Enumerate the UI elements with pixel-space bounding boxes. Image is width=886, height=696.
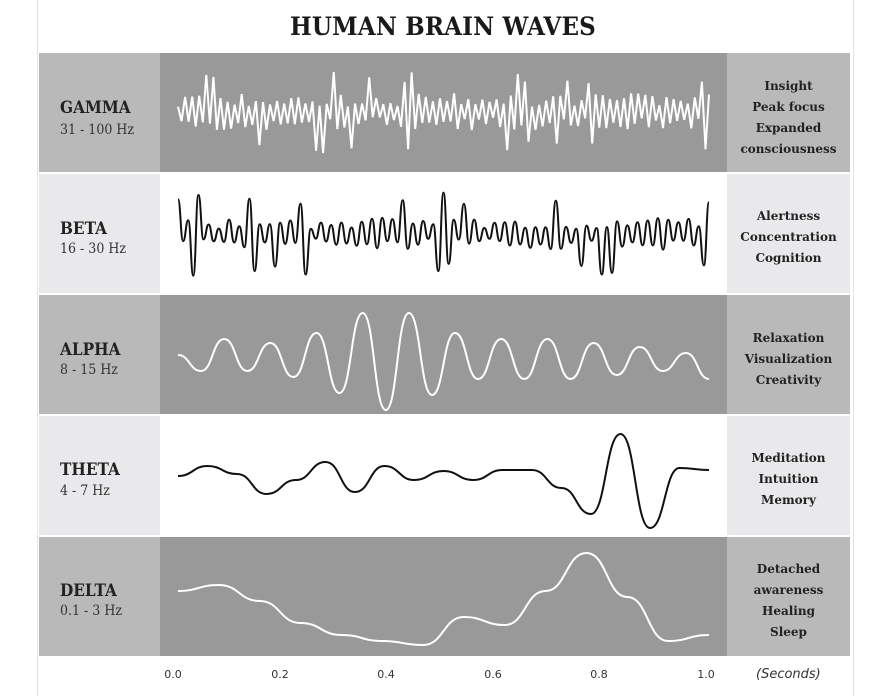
diagram-title: HUMAN BRAIN WAVES — [290, 12, 596, 41]
gamma-wave — [177, 71, 710, 154]
effect-item: Expanded — [755, 121, 822, 135]
effect-item: Meditation — [751, 451, 826, 465]
time-axis-tick: 1.0 — [697, 668, 715, 681]
band-label-panel: ALPHA 8 - 15 Hz — [39, 295, 160, 414]
band-label-panel: DELTA 0.1 - 3 Hz — [39, 537, 160, 656]
effect-item: Creativity — [755, 373, 822, 387]
band-label-panel: BETA 16 - 30 Hz — [39, 174, 160, 293]
wave-plot-theta — [160, 416, 727, 535]
wave-plot-beta — [160, 174, 727, 293]
effect-item: consciousness — [740, 142, 837, 156]
time-axis-tick: 0.4 — [377, 668, 395, 681]
delta-wave — [177, 551, 710, 647]
band-beta: BETA 16 - 30 Hz Alertness Concentration … — [39, 174, 850, 293]
band-name: GAMMA — [60, 98, 131, 118]
band-name: DELTA — [60, 581, 117, 601]
band-frequency-range: 4 - 7 Hz — [60, 483, 110, 499]
effect-item: Detached — [756, 562, 821, 576]
effect-item: awareness — [753, 583, 824, 597]
effect-item: Peak focus — [752, 100, 825, 114]
band-name: ALPHA — [60, 340, 121, 360]
band-theta: THETA 4 - 7 Hz Meditation Intuition Memo… — [39, 416, 850, 535]
time-axis-unit: (Seconds) — [756, 667, 821, 682]
time-axis-tick: 0.2 — [271, 668, 289, 681]
band-label-panel: GAMMA 31 - 100 Hz — [39, 53, 160, 172]
beta-wave — [177, 191, 710, 277]
effect-item: Insight — [764, 79, 813, 93]
band-frequency-range: 16 - 30 Hz — [60, 241, 126, 257]
effect-item: Alertness — [756, 209, 821, 223]
effect-item: Visualization — [744, 352, 833, 366]
effects-panel: Alertness Concentration Cognition — [727, 174, 850, 293]
effects-panel: Relaxation Visualization Creativity — [727, 295, 850, 414]
effect-item: Memory — [761, 493, 816, 507]
alpha-wave — [177, 311, 710, 412]
effect-item: Intuition — [758, 472, 819, 486]
band-frequency-range: 0.1 - 3 Hz — [60, 603, 122, 619]
effects-panel: Detached awareness Healing Sleep — [727, 537, 850, 656]
band-frequency-range: 31 - 100 Hz — [60, 122, 134, 138]
band-name: THETA — [60, 460, 120, 480]
effects-panel: Insight Peak focus Expanded consciousnes… — [727, 53, 850, 172]
theta-wave — [177, 432, 710, 530]
effects-panel: Meditation Intuition Memory — [727, 416, 850, 535]
band-label-panel: THETA 4 - 7 Hz — [39, 416, 160, 535]
wave-plot-gamma — [160, 53, 727, 172]
effect-item: Sleep — [770, 625, 807, 639]
band-gamma: GAMMA 31 - 100 Hz Insight Peak focus Exp… — [39, 53, 850, 172]
effect-item: Relaxation — [752, 331, 825, 345]
band-delta: DELTA 0.1 - 3 Hz Detached awareness Heal… — [39, 537, 850, 656]
band-name: BETA — [60, 219, 108, 239]
time-axis-tick: 0.0 — [164, 668, 182, 681]
effect-item: Concentration — [740, 230, 837, 244]
wave-plot-delta — [160, 537, 727, 656]
band-frequency-range: 8 - 15 Hz — [60, 362, 118, 378]
wave-plot-alpha — [160, 295, 727, 414]
time-axis-tick: 0.8 — [590, 668, 608, 681]
effect-item: Cognition — [755, 251, 822, 265]
time-axis-tick: 0.6 — [484, 668, 502, 681]
band-alpha: ALPHA 8 - 15 Hz Relaxation Visualization… — [39, 295, 850, 414]
effect-item: Healing — [762, 604, 815, 618]
